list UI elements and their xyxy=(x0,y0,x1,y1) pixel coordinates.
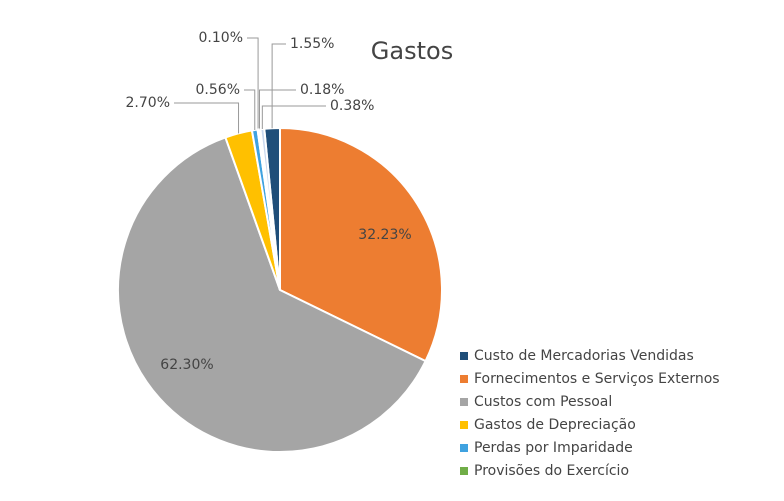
pie-slice xyxy=(279,126,443,363)
legend-label: Custos com Pessoal xyxy=(474,394,612,410)
leader-line xyxy=(258,89,296,130)
data-label: 0.18% xyxy=(300,82,344,98)
data-label: 1.55% xyxy=(290,36,334,52)
data-label: 32.23% xyxy=(358,227,411,243)
legend-swatch xyxy=(460,467,468,475)
data-label: 62.30% xyxy=(160,357,213,373)
legend-swatch xyxy=(460,375,468,383)
pie-slice xyxy=(117,136,427,453)
leader-line xyxy=(271,43,286,129)
data-label: 0.10% xyxy=(199,30,243,46)
pie-slice xyxy=(259,127,281,291)
data-label: 0.38% xyxy=(330,98,374,114)
legend-swatch xyxy=(460,352,468,360)
data-label: 0.56% xyxy=(196,82,240,98)
leader-line xyxy=(247,37,259,130)
legend-swatch xyxy=(460,398,468,406)
leader-line xyxy=(261,105,326,129)
legend-label: Fornecimentos e Serviços Externos xyxy=(474,371,720,387)
data-label: 2.70% xyxy=(126,95,170,111)
legend-label: Gastos de Depreciação xyxy=(474,417,636,433)
leader-line xyxy=(174,102,240,134)
legend-label: Custo de Mercadorias Vendidas xyxy=(474,348,694,364)
legend-swatch xyxy=(460,421,468,429)
legend-label: Provisões do Exercício xyxy=(474,463,629,479)
legend-label: Perdas por Imparidade xyxy=(474,440,633,456)
leader-line xyxy=(244,89,256,130)
chart-title: Gastos xyxy=(371,37,453,65)
legend-swatch xyxy=(460,444,468,452)
